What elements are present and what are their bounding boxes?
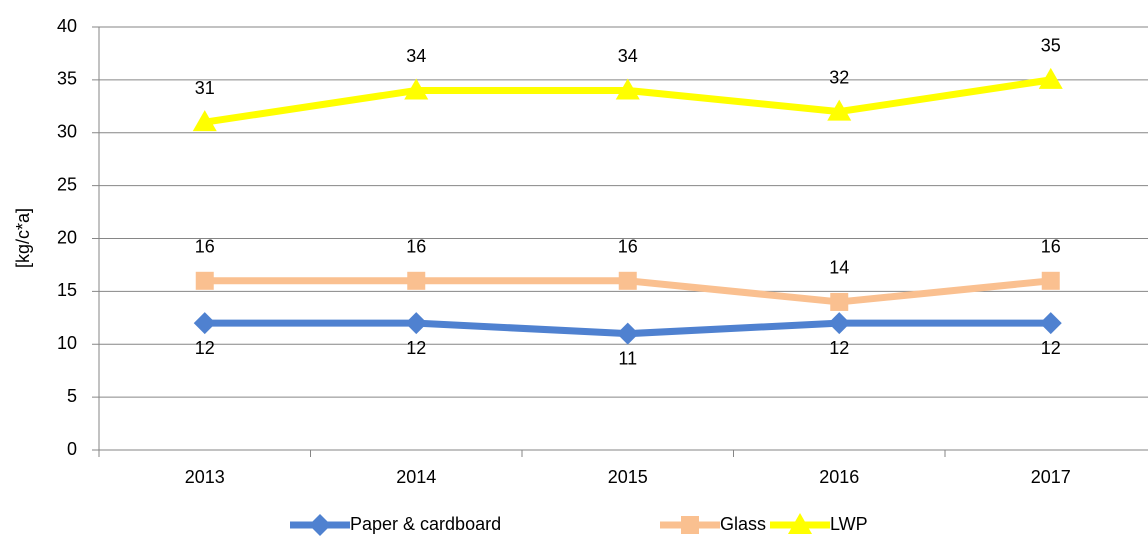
y-tick-label: 30	[57, 122, 77, 142]
legend-label: Glass	[720, 514, 766, 534]
y-tick-label: 20	[57, 227, 77, 247]
x-tick-label: 2014	[396, 467, 436, 487]
y-tick-label: 10	[57, 333, 77, 353]
marker	[681, 516, 699, 534]
data-label: 12	[195, 338, 215, 358]
data-label: 16	[406, 237, 426, 257]
data-label: 12	[1041, 338, 1061, 358]
y-tick-label: 35	[57, 69, 77, 89]
y-tick-label: 5	[67, 386, 77, 406]
marker	[404, 78, 429, 100]
data-label: 14	[829, 258, 849, 278]
data-label: 11	[618, 348, 637, 368]
data-label: 32	[829, 67, 849, 87]
legend-label: Paper & cardboard	[350, 514, 501, 534]
legend-item: Glass	[660, 514, 766, 534]
y-tick-label: 25	[57, 174, 77, 194]
marker	[616, 322, 639, 345]
marker	[1041, 271, 1060, 290]
marker	[195, 271, 214, 290]
y-tick-label: 0	[67, 439, 77, 459]
marker	[618, 271, 637, 290]
marker	[828, 312, 851, 335]
legend-item: Paper & cardboard	[290, 514, 501, 536]
legend-item: LWP	[770, 513, 868, 534]
marker	[788, 513, 812, 534]
marker	[407, 271, 426, 290]
data-label: 16	[1041, 237, 1061, 257]
data-label: 34	[406, 46, 426, 66]
marker	[827, 99, 852, 121]
marker	[830, 292, 849, 311]
x-tick-label: 2016	[819, 467, 859, 487]
data-label: 31	[195, 78, 215, 98]
marker	[1038, 67, 1063, 89]
legend-label: LWP	[830, 514, 868, 534]
data-label: 16	[618, 237, 638, 257]
marker	[615, 78, 640, 100]
y-tick-label: 15	[57, 280, 77, 300]
x-tick-label: 2015	[608, 467, 648, 487]
data-label: 35	[1041, 36, 1061, 56]
y-axis-label: [kg/c*a]	[13, 208, 33, 268]
marker	[405, 312, 428, 335]
marker	[192, 110, 217, 132]
data-label: 12	[829, 338, 849, 358]
data-label: 16	[195, 237, 215, 257]
marker	[1039, 312, 1062, 335]
marker	[193, 312, 216, 335]
data-label: 34	[618, 46, 638, 66]
x-tick-label: 2017	[1031, 467, 1071, 487]
data-label: 12	[406, 338, 426, 358]
marker	[309, 514, 331, 536]
y-tick-label: 40	[57, 16, 77, 36]
x-tick-label: 2013	[185, 467, 225, 487]
